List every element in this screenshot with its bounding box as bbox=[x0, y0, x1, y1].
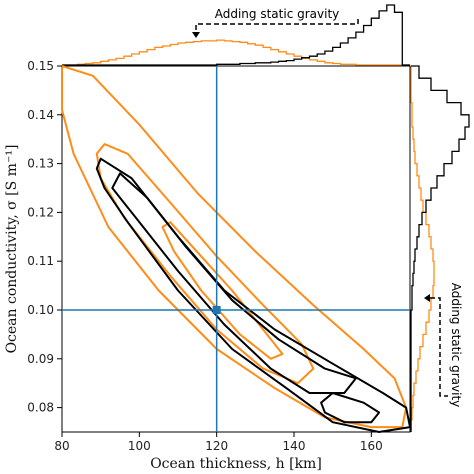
annotation-right-bracket bbox=[430, 297, 448, 397]
y-tick-label: 0.15 bbox=[27, 59, 54, 73]
with_gravity-contour-2 bbox=[320, 392, 381, 424]
truth-marker bbox=[212, 306, 221, 314]
y-tick-label: 0.10 bbox=[27, 303, 54, 317]
right-histogram-black bbox=[410, 65, 470, 432]
y-tick-label: 0.08 bbox=[27, 401, 54, 415]
x-axis-label: Ocean thickness, h [km] bbox=[150, 456, 322, 472]
without_gravity-contour-0 bbox=[61, 65, 408, 429]
y-tick-label: 0.11 bbox=[27, 254, 54, 268]
contour-plot: 80 100 120 140 160 0.080.090.100.110.120.130… bbox=[27, 59, 411, 453]
true-value-crosshair bbox=[62, 66, 410, 432]
y-ticks: 0.08 0.09 0.10 0.11 0.12 0.13 0.14 0.15 bbox=[27, 59, 62, 415]
right-marginal-histogram bbox=[410, 65, 470, 432]
annotation-top-bracket bbox=[195, 18, 359, 30]
annotation-top-text: Adding static gravity bbox=[215, 7, 340, 21]
without_gravity-contour-1 bbox=[95, 143, 315, 385]
y-tick-label: 0.13 bbox=[27, 157, 54, 171]
with_gravity-contour-1 bbox=[111, 172, 357, 394]
without_gravity-contour-2 bbox=[161, 221, 284, 360]
y-tick-label: 0.09 bbox=[27, 352, 54, 366]
annotation-top-arrow bbox=[192, 32, 200, 38]
top-histogram-orange bbox=[62, 39, 410, 66]
y-tick-label: 0.14 bbox=[27, 108, 54, 122]
annotation-right-arrow bbox=[424, 294, 430, 302]
x-tick-label: 160 bbox=[360, 439, 383, 453]
contour-lines bbox=[61, 65, 411, 433]
y-tick-label: 0.12 bbox=[27, 205, 54, 219]
annotation-top: Adding static gravity bbox=[192, 7, 359, 38]
x-ticks: 80 100 120 140 160 bbox=[54, 432, 383, 453]
top-marginal-histogram bbox=[62, 4, 410, 66]
annotation-right: Adding static gravity bbox=[424, 283, 463, 408]
plot-frame bbox=[61, 65, 411, 433]
x-tick-label: 80 bbox=[54, 439, 69, 453]
x-tick-label: 140 bbox=[283, 439, 306, 453]
right-histogram-orange bbox=[410, 66, 435, 432]
top-histogram-black bbox=[62, 4, 410, 66]
annotation-right-text: Adding static gravity bbox=[449, 283, 463, 408]
x-tick-label: 120 bbox=[205, 439, 228, 453]
x-tick-label: 100 bbox=[128, 439, 151, 453]
y-axis-label: Ocean conductivity, σ [S m⁻¹] bbox=[4, 145, 20, 354]
